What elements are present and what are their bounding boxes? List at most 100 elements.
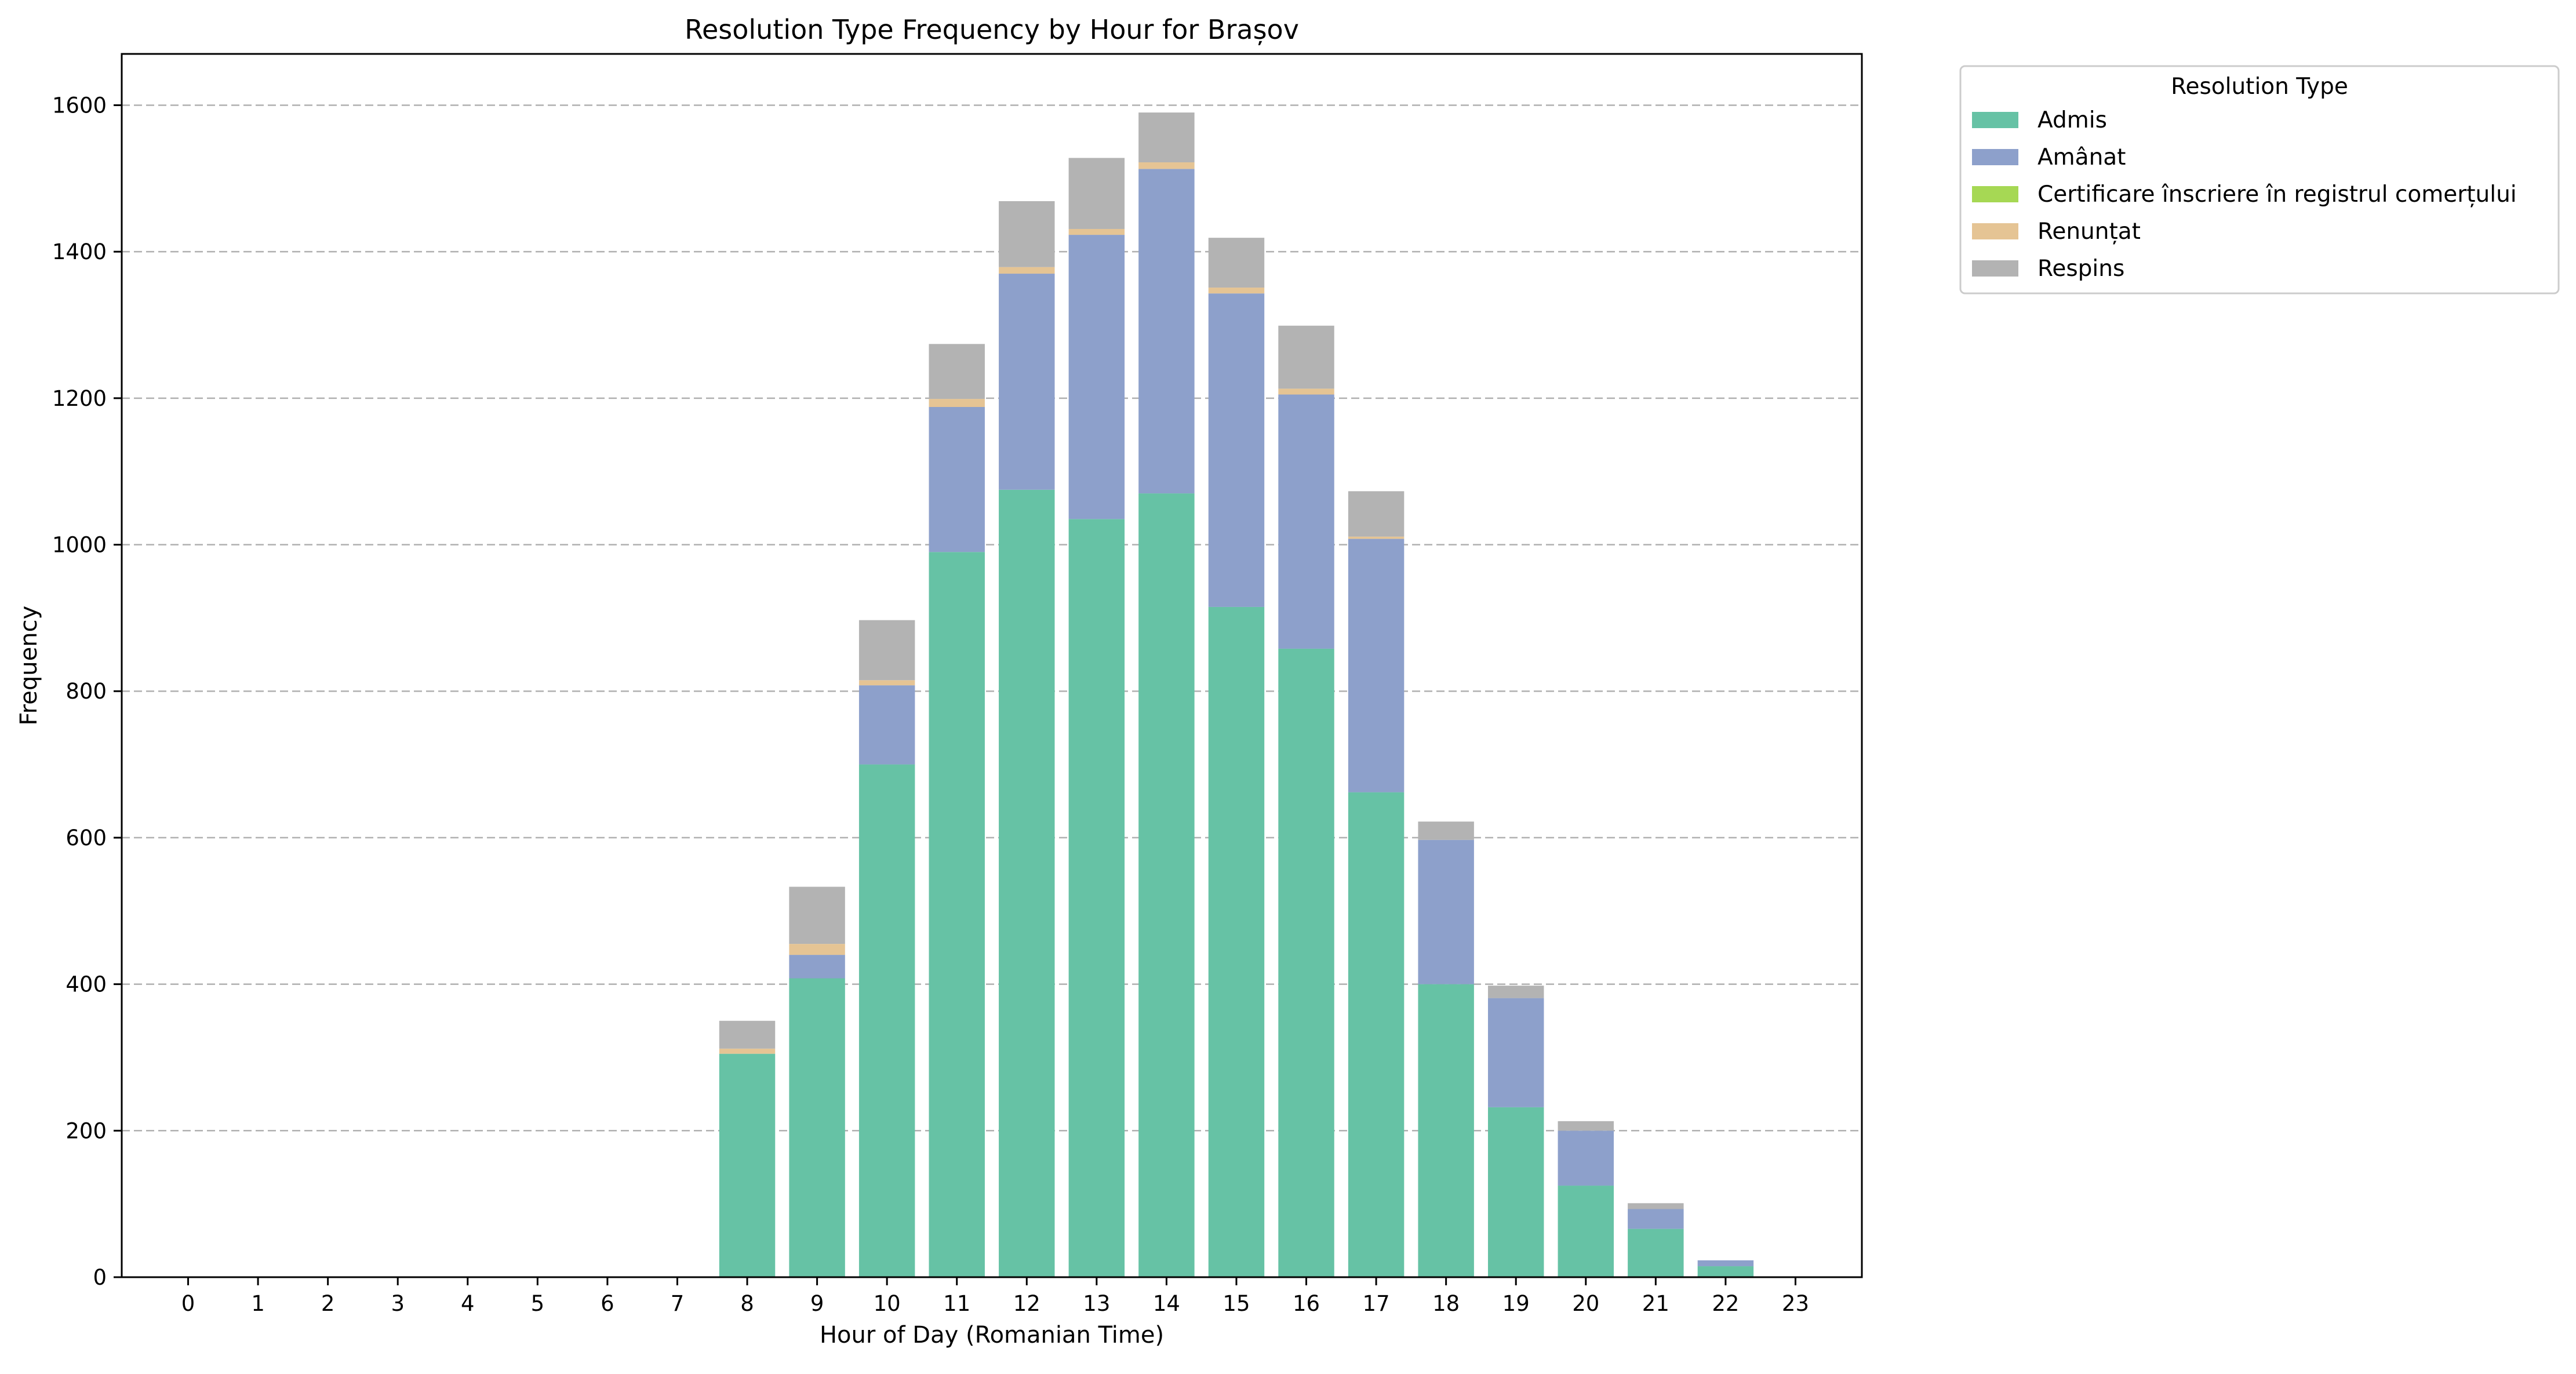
bar-segment	[1348, 536, 1405, 539]
bar-segment	[858, 620, 915, 681]
bar-segment	[1208, 293, 1265, 607]
bar-segment	[1208, 606, 1265, 1277]
bar-segment	[1138, 112, 1195, 162]
plot-frame	[121, 53, 1863, 1278]
bar-segment	[789, 944, 845, 955]
x-tick-label: 5	[531, 1291, 545, 1316]
bar-segment	[1138, 169, 1195, 494]
bar-segment	[929, 344, 985, 399]
y-axis-label: Frequency	[16, 606, 42, 726]
bar-segment	[789, 955, 845, 979]
bar-segment	[1558, 1121, 1614, 1131]
x-axis-label: Hour of Day (Romanian Time)	[820, 1322, 1164, 1348]
bar-segment	[1487, 998, 1544, 1107]
bar-segment	[929, 399, 985, 407]
bar-segment	[1487, 986, 1544, 998]
legend-label: Amânat	[2037, 144, 2126, 170]
bar-segment	[719, 1020, 776, 1049]
y-tick-label: 0	[93, 1265, 107, 1290]
legend-swatch	[1972, 260, 2018, 277]
bar-segment	[858, 764, 915, 1277]
x-tick-label: 8	[740, 1291, 754, 1316]
y-tick-label: 400	[66, 972, 107, 997]
bar-segment	[1697, 1266, 1754, 1277]
bar-segment	[999, 201, 1055, 267]
x-tick-label: 16	[1293, 1291, 1320, 1316]
x-tick-label: 1	[251, 1291, 265, 1316]
x-tick-label: 21	[1642, 1291, 1669, 1316]
x-tick-label: 13	[1083, 1291, 1110, 1316]
x-tick-label: 11	[943, 1291, 970, 1316]
x-tick-label: 18	[1432, 1291, 1460, 1316]
x-tick-label: 15	[1222, 1291, 1250, 1316]
bar-segment	[1068, 519, 1125, 1277]
bar-segment	[719, 1048, 776, 1054]
legend-box	[1959, 65, 2560, 295]
bar-segment	[789, 886, 845, 944]
bar-segment	[1487, 1107, 1544, 1277]
bar-segment	[1278, 388, 1334, 395]
x-tick-label: 3	[391, 1291, 405, 1316]
bar-segment	[1208, 238, 1265, 288]
legend: Resolution Type Admis Amânat Certificare î…	[1959, 65, 2560, 295]
bar-segment	[1558, 1131, 1614, 1186]
bar-segment	[858, 680, 915, 686]
bar-segment	[1628, 1209, 1684, 1229]
bar-segment	[1138, 162, 1195, 169]
x-tick-label: 17	[1363, 1291, 1390, 1316]
y-tick-label: 1000	[52, 533, 107, 558]
bar-segment	[1697, 1260, 1754, 1267]
legend-item: Amânat	[1972, 144, 2126, 170]
legend-item: Renunțat	[1972, 219, 2141, 245]
legend-item: Respins	[1972, 256, 2124, 282]
y-tick-label: 1200	[52, 386, 107, 411]
bar-segment	[1278, 325, 1334, 389]
y-axis-ticks: 0 200 400 600 800 1000 1200 1400 1600	[52, 93, 122, 1290]
bar-segment	[789, 978, 845, 1277]
bar-segment	[1418, 822, 1474, 840]
bar-segment	[1068, 235, 1125, 519]
x-tick-label: 22	[1712, 1291, 1739, 1316]
legend-swatch	[1972, 223, 2018, 239]
x-tick-label: 2	[321, 1291, 335, 1316]
y-tick-label: 1600	[52, 93, 107, 118]
legend-swatch	[1972, 186, 2018, 202]
bar-segment	[1628, 1203, 1684, 1209]
bar-segment	[999, 274, 1055, 490]
bar-segment	[1418, 984, 1474, 1277]
x-tick-label: 7	[671, 1291, 685, 1316]
bar-segment	[1628, 1228, 1684, 1277]
x-tick-label: 4	[461, 1291, 475, 1316]
bar-segment	[1558, 1186, 1614, 1277]
x-tick-label: 9	[810, 1291, 824, 1316]
bar-segment	[1068, 228, 1125, 235]
bars	[719, 112, 1754, 1278]
x-tick-label: 20	[1572, 1291, 1599, 1316]
gridlines	[122, 104, 1862, 1278]
legend-item: Certificare înscriere în registrul comer…	[1972, 181, 2517, 208]
x-tick-label: 10	[874, 1291, 901, 1316]
x-tick-label: 12	[1013, 1291, 1040, 1316]
bar-segment	[999, 489, 1055, 1277]
bar-segment	[1138, 493, 1195, 1277]
x-tick-label: 23	[1782, 1291, 1809, 1316]
legend-label: Certificare înscriere în registrul comer…	[2037, 181, 2517, 208]
bar-segment	[858, 685, 915, 765]
legend-item: Admis	[1972, 107, 2107, 133]
y-tick-label: 800	[66, 679, 107, 704]
y-tick-label: 1400	[52, 239, 107, 264]
x-tick-label: 6	[601, 1291, 614, 1316]
legend-items: Admis Amânat Certificare înscriere în regi…	[1972, 107, 2517, 282]
y-tick-label: 200	[66, 1118, 107, 1143]
bar-segment	[1068, 158, 1125, 229]
chart-title: Resolution Type Frequency by Hour for Br…	[685, 14, 1299, 45]
bar-segment	[1348, 491, 1405, 537]
bar-segment	[999, 267, 1055, 274]
legend-title: Resolution Type	[2171, 74, 2348, 100]
x-tick-label: 19	[1502, 1291, 1530, 1316]
legend-swatch	[1972, 149, 2018, 165]
legend-label: Respins	[2037, 256, 2124, 282]
x-tick-label: 14	[1153, 1291, 1180, 1316]
